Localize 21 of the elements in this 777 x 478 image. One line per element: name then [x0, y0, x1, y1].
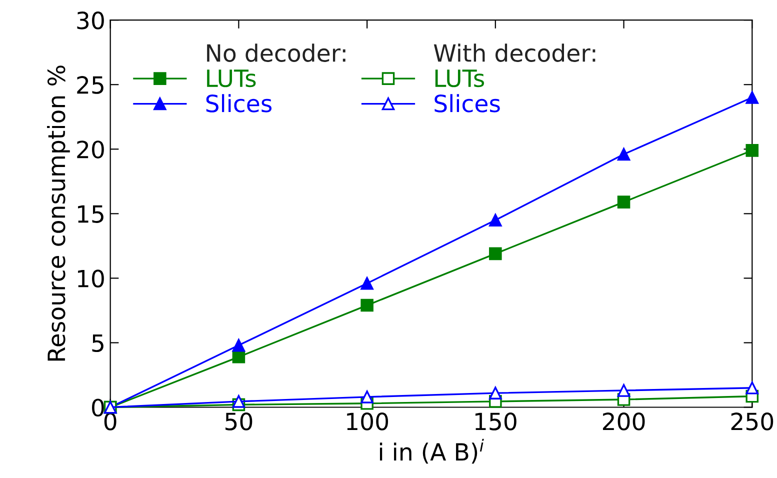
y-tick-label: 30	[77, 12, 104, 30]
legend-label: LUTs	[435, 70, 484, 88]
legend-label: LUTs	[207, 70, 256, 88]
x-tick-label: 200	[602, 412, 645, 430]
y-tick-label: 10	[78, 270, 104, 288]
y-tick-label: 0	[92, 398, 104, 417]
legend-label: Slices	[434, 94, 500, 112]
x-tick-label: 250	[731, 412, 774, 430]
annotation: With decoder:	[434, 44, 596, 62]
y-tick-label: 25	[77, 76, 104, 94]
x-tick-label: 100	[347, 412, 388, 430]
annotation: No decoder:	[207, 44, 346, 62]
y-tick-label: 15	[78, 205, 104, 223]
x-tick-label: 50	[225, 412, 252, 430]
x-tick-label: 150	[475, 412, 516, 430]
x-tick-label: 0	[104, 412, 116, 430]
y-tick-label: 20	[77, 140, 104, 158]
x-axis-title: i in (A B)$^{i}$	[380, 438, 484, 464]
y-tick-label: 5	[92, 334, 104, 352]
y-axis-title: Resource consumption %	[47, 66, 70, 361]
legend-label: Slices	[206, 94, 272, 112]
